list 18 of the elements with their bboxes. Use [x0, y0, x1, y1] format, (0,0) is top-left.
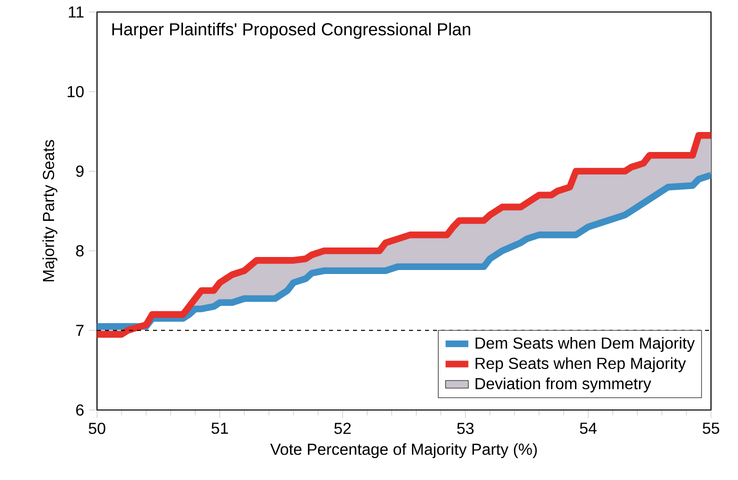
y-tick-label: 10 [68, 86, 84, 98]
legend-label: Deviation from symmetry [476, 378, 652, 392]
legend-label: Rep Seats when Rep Majority [476, 357, 686, 372]
y-tick-label: 9 [76, 166, 84, 177]
x-tick-label: 53 [457, 422, 474, 434]
y-tick-label: 8 [76, 245, 84, 256]
y-tick-label: 6 [76, 404, 84, 416]
y-tick-label: 11 [68, 6, 84, 18]
x-tick-label: 50 [88, 422, 106, 434]
x-tick-label: 51 [212, 422, 228, 434]
x-tick-label: 54 [580, 422, 597, 434]
x-tick-label: 52 [334, 422, 351, 434]
y-axis-title: Majority Party Seats [42, 140, 58, 282]
legend-label: Dem Seats when Dem Majority [476, 337, 695, 352]
y-tick-label: 7 [76, 324, 84, 336]
x-axis-title: Vote Percentage of Majority Party (%) [270, 443, 537, 458]
text: Harper Plaintiffs' Proposed Congressional Plan [112, 22, 470, 39]
x-tick-label: 55 [702, 422, 720, 434]
